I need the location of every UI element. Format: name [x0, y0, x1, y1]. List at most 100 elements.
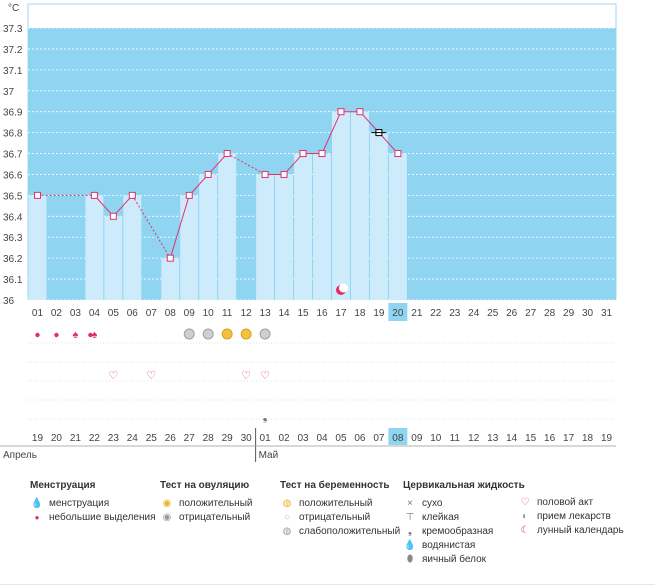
y-tick-label: 36.1 [3, 275, 23, 286]
ovulation-negative-icon: ◉ [162, 512, 172, 523]
temperature-bar [313, 153, 331, 300]
temperature-point [204, 170, 212, 178]
cycle-day-label: 26 [506, 308, 518, 319]
light-spotting-icon: ● [34, 513, 40, 522]
temperature-point [261, 170, 269, 178]
temperature-bar [350, 111, 369, 300]
legend-cervical: Цервикальная жидкость × сухо ⊤ клейкая ❟ кр… [403, 480, 525, 567]
temperature-line [321, 111, 342, 154]
temperature-point [166, 254, 174, 262]
date-label: 12 [468, 433, 480, 444]
cycle-day-label: 08 [165, 308, 177, 319]
date-label: 21 [70, 433, 82, 444]
legend-other: ♡ половой акт ◐ прием лекарств ☾ лунный кал… [518, 496, 624, 538]
date-label: 03 [297, 433, 309, 444]
unit-label: °C [8, 3, 19, 14]
date-label: 04 [316, 433, 328, 444]
temperature-point [299, 150, 307, 158]
heart-icon: ♡ [108, 370, 118, 382]
date-label: 01 [260, 433, 272, 444]
moon-icon: ☾ [520, 525, 530, 536]
temperature-bar [28, 195, 47, 300]
dry-icon: × [407, 498, 413, 509]
legend-item: сухо [422, 498, 443, 509]
date-label: 18 [582, 433, 594, 444]
temperature-bar [369, 132, 388, 300]
cycle-day-label: 01 [32, 308, 44, 319]
legend-item: яичный белок [422, 554, 487, 565]
cycle-day-label: 21 [411, 308, 423, 319]
temperature-bar [294, 153, 313, 300]
temperature-point [185, 191, 193, 199]
cycle-day-label: 22 [430, 308, 442, 319]
cycle-day-label: 04 [89, 308, 101, 319]
pregnancy-positive-icon: ◍ [282, 498, 292, 509]
temperature-point [280, 170, 288, 178]
legend-title: Менструация [30, 480, 96, 491]
ovulation-negative-icon [202, 328, 214, 340]
menstruation-icon: ♠ [72, 329, 78, 341]
y-tick-label: 37.2 [3, 45, 23, 56]
legend: Менструация 💧 менструация ● небольшие выде… [0, 480, 655, 580]
date-label: 22 [89, 433, 101, 444]
date-label: 25 [146, 433, 158, 444]
legend-item: прием лекарств [537, 511, 611, 522]
date-label: 17 [563, 433, 575, 444]
today-date-highlight [388, 428, 408, 445]
menstruation-icon: 💧 [30, 498, 44, 509]
temperature-point [33, 191, 41, 199]
date-label: 08 [392, 433, 404, 444]
y-tick-label: 36.8 [3, 129, 23, 140]
legend-item: водянистая [422, 540, 476, 551]
date-label: 14 [506, 433, 518, 444]
moon-cutout [338, 283, 348, 293]
date-label: 28 [203, 433, 215, 444]
ovulation-negative-icon [259, 328, 271, 340]
temperature-point [318, 150, 326, 158]
y-tick-label: 36.2 [3, 254, 23, 265]
date-label: 05 [335, 433, 347, 444]
cycle-day-label: 16 [316, 308, 328, 319]
temperature-gap-line [131, 195, 171, 259]
legend-title: Тест на беременность [280, 480, 390, 491]
creamy-icon: ❟ [408, 526, 412, 537]
temperature-point [337, 108, 345, 116]
date-label: 13 [487, 433, 499, 444]
ovulation-positive-icon [240, 328, 252, 340]
legend-title: Тест на овуляцию [160, 480, 250, 491]
temperature-point [90, 191, 98, 199]
legend-pregnancy-test: Тест на беременность ◍ положительный ○ отр… [280, 480, 400, 539]
temperature-bar [85, 195, 104, 300]
cycle-day-label: 31 [601, 308, 613, 319]
heart-icon: ♡ [520, 497, 530, 508]
date-label: 26 [165, 433, 177, 444]
legend-item: менструация [49, 498, 110, 509]
temperature-point [109, 212, 117, 220]
temperature-bar [388, 153, 407, 300]
temperature-bar [331, 111, 350, 300]
y-tick-label: 37.3 [3, 24, 23, 35]
month-label: Май [259, 450, 279, 461]
legend-ovulation-test: Тест на овуляцию ◉ положительный ◉ отрицат… [160, 480, 252, 525]
cycle-day-label: 09 [184, 308, 196, 319]
divider [0, 584, 655, 585]
y-tick-label: 36.6 [3, 170, 23, 181]
menstruation-icon: ♠ [91, 329, 97, 341]
temperature-bar [161, 258, 180, 300]
temperature-line [169, 195, 190, 259]
temperature-bar [180, 195, 199, 300]
pill-icon: ◐ [521, 511, 529, 522]
legend-item: половой акт [537, 497, 594, 508]
egg-white-icon: ⬮ [406, 554, 414, 565]
y-tick-label: 36.3 [3, 233, 23, 244]
date-label: 30 [241, 433, 253, 444]
y-tick-label: 37 [3, 87, 15, 98]
legend-title: Цервикальная жидкость [403, 480, 525, 491]
temperature-bar [104, 216, 123, 300]
cycle-day-label: 11 [222, 308, 233, 319]
y-tick-label: 36.4 [3, 212, 23, 223]
temperature-point [356, 108, 364, 116]
legend-item: слабоположительный [299, 526, 401, 537]
temperature-point [223, 150, 231, 158]
sticky-icon: ⊤ [405, 512, 415, 523]
